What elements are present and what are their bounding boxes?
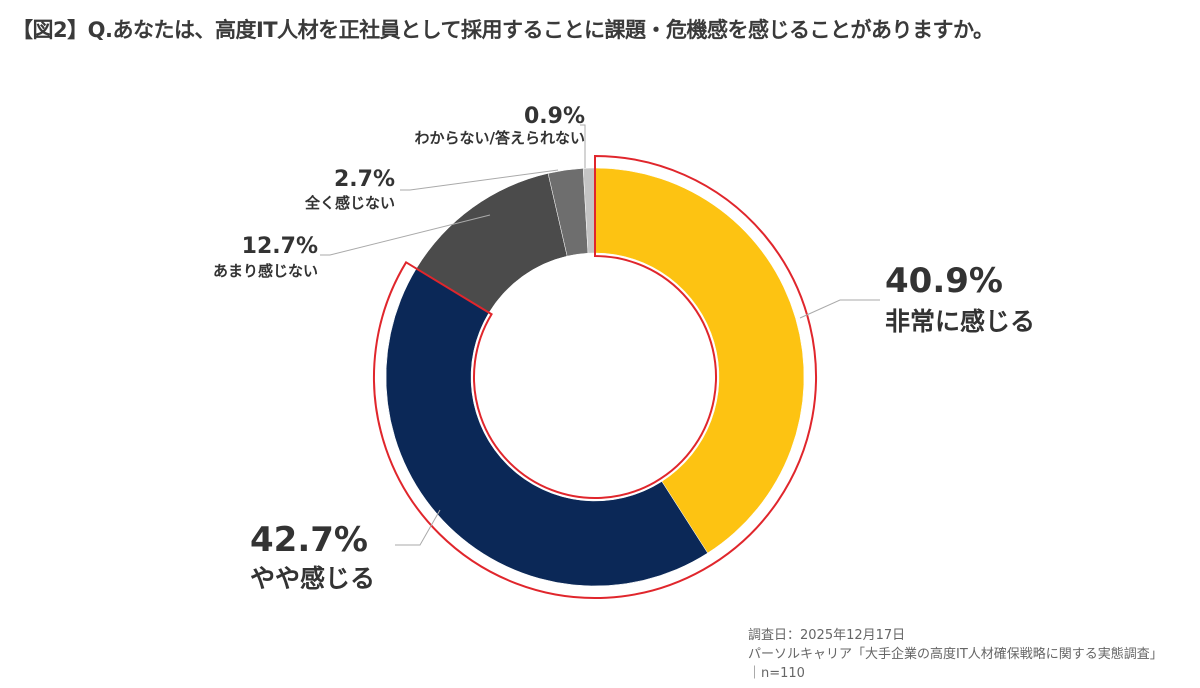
data-label-value-3: 12.7%: [242, 234, 318, 259]
highlight-outline: [373, 154, 817, 599]
survey-source: パーソルキャリア「大手企業の高度IT人材確保戦略に関する実態調査」: [748, 647, 1163, 662]
leader-line-4: [400, 169, 559, 191]
data-label-category-3: あまり感じない: [213, 262, 318, 280]
leader-line-2: [395, 509, 441, 546]
data-label-category-4: 全く感じない: [304, 194, 395, 212]
data-label-value-2: 42.7%: [250, 520, 368, 560]
chart-title: 【図2】Q.あなたは、高度IT人材を正社員として採用することに課題・危機感を感じ…: [12, 18, 994, 42]
data-label-category-1: 非常に感じる: [885, 307, 1035, 336]
leader-line-5: [580, 124, 586, 168]
data-label-value-1: 40.9%: [885, 261, 1003, 301]
survey-date: 調査日：2025年12月17日: [748, 628, 906, 643]
sample-size: ｜n=110: [748, 666, 805, 681]
data-label-value-5: 0.9%: [524, 104, 585, 129]
data-label-value-4: 2.7%: [334, 167, 395, 192]
data-label-category-5: わからない/答えられない: [415, 129, 585, 147]
leader-line-1: [799, 299, 880, 319]
leader-line-3: [320, 214, 491, 256]
data-label-category-2: やや感じる: [250, 564, 375, 593]
donut-slice-2: [385, 268, 708, 587]
donut-slice-1: [594, 167, 805, 554]
footer: 調査日：2025年12月17日 パーソルキャリア「大手企業の高度IT人材確保戦略…: [748, 626, 1163, 683]
